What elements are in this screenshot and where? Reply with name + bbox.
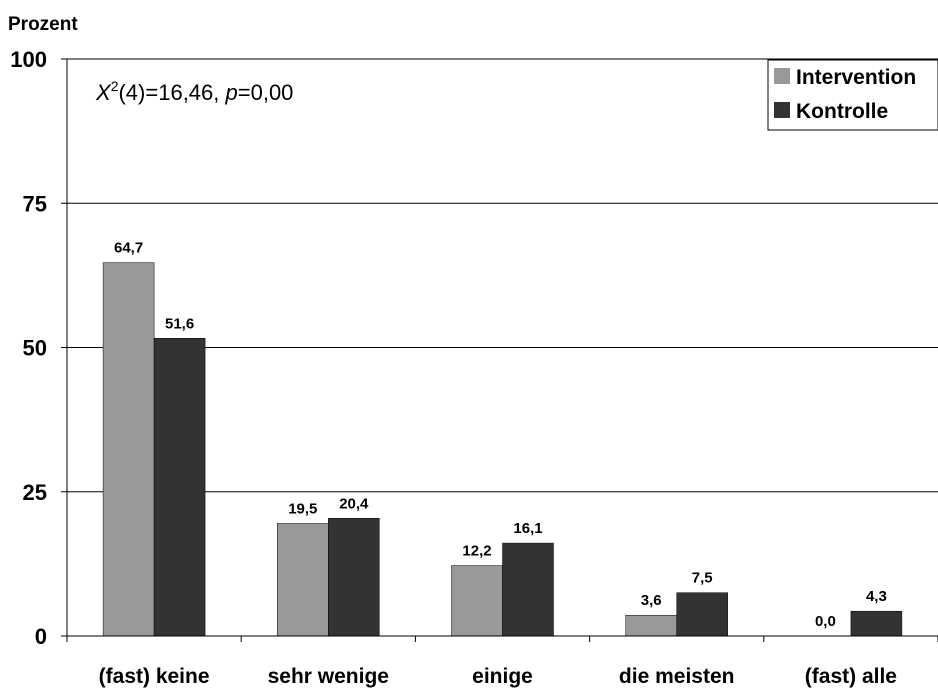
y-tick-label: 50 [23, 336, 47, 361]
y-tick-labels: 0 25 50 75 100 [10, 47, 67, 649]
data-label: 3,6 [641, 592, 662, 609]
p-symbol: p [225, 80, 238, 105]
bar-intervention [625, 614, 677, 637]
bar-kontrolle [850, 610, 903, 637]
chi-superscript: 2 [111, 78, 119, 94]
category-labels: (fast) keine sehr wenige einige die meisten… [99, 665, 897, 688]
legend-box [767, 59, 938, 131]
bar-intervention [451, 565, 503, 637]
chi-square-annotation: X2(4)=16,46, p=0,00 [95, 78, 293, 105]
category-label: sehr wenige [268, 665, 389, 688]
data-label: 12,2 [462, 543, 491, 560]
bar-kontrolle [502, 542, 554, 637]
legend-swatch-kontrolle [774, 102, 790, 118]
bar-kontrolle [676, 592, 728, 637]
y-tick-label: 25 [23, 480, 47, 505]
data-label: 0,0 [815, 613, 836, 630]
category-label: (fast) alle [805, 665, 897, 688]
data-label: 20,4 [339, 495, 369, 512]
bar-intervention [102, 262, 155, 637]
y-axis-title: Prozent [8, 14, 78, 35]
bars [102, 262, 903, 637]
bar-kontrolle [328, 518, 380, 637]
chi-symbol: X [95, 80, 112, 105]
data-label: 4,3 [866, 588, 887, 605]
y-tick-label: 75 [23, 191, 47, 216]
category-label: (fast) keine [99, 665, 210, 688]
data-label: 7,5 [692, 570, 713, 587]
y-tick-label: 100 [10, 47, 47, 72]
legend-swatch-intervention [774, 68, 790, 84]
category-label: die meisten [619, 665, 735, 688]
legend: Intervention Kontrolle [767, 59, 938, 131]
legend-label-intervention: Intervention [796, 66, 916, 89]
legend-label-kontrolle: Kontrolle [796, 100, 888, 123]
category-label: einige [472, 665, 533, 688]
data-label: 19,5 [288, 500, 317, 517]
grid [67, 58, 938, 493]
data-label: 16,1 [513, 520, 542, 537]
data-labels: 64,7 51,6 19,5 20,4 12,2 16,1 3,6 7,5 0,0 4,3 [114, 240, 887, 630]
chi-stat: (4)=16,46, [118, 80, 225, 105]
bar-kontrolle [153, 338, 206, 637]
p-value: =0,00 [238, 80, 294, 105]
data-label: 64,7 [114, 240, 143, 257]
data-label: 51,6 [165, 315, 194, 332]
y-tick-label: 0 [35, 624, 47, 649]
bar-intervention [277, 523, 329, 637]
